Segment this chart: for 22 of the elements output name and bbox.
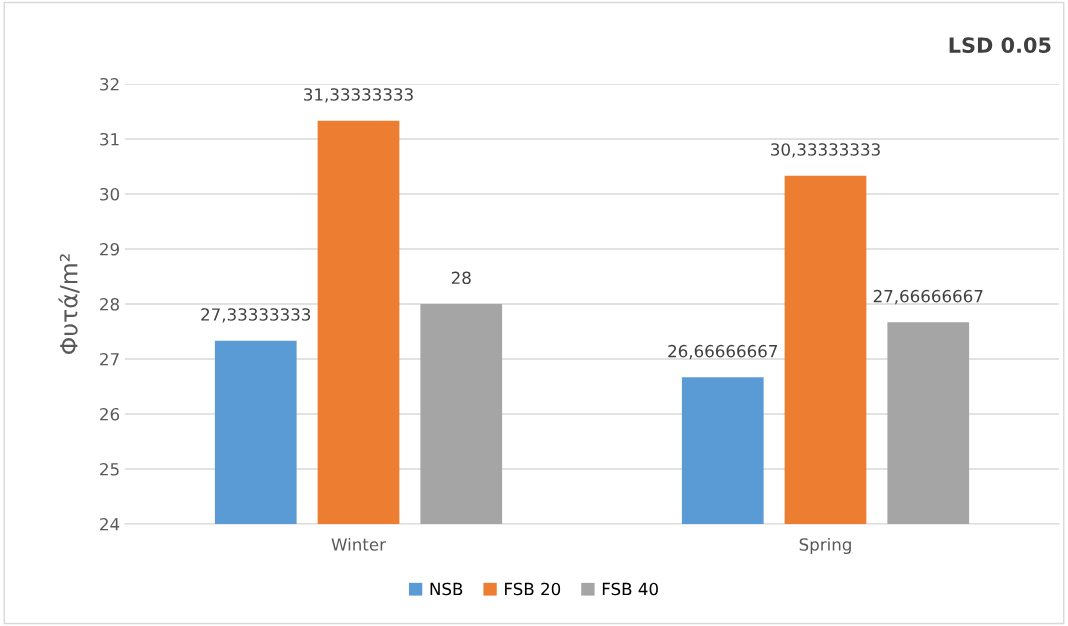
y-tick-label: 25: [100, 462, 119, 476]
y-axis-title: Φυτά/m²: [58, 254, 80, 354]
y-tick-label: 24: [100, 517, 120, 531]
data-label: 27,66666667: [873, 289, 983, 305]
y-tick-label: 28: [100, 297, 119, 311]
data-label: 26,66666667: [668, 344, 777, 360]
data-label: 30,33333333: [771, 143, 880, 158]
y-tick-label: 32: [100, 77, 119, 91]
data-label: 31,33333333: [304, 88, 413, 103]
legend-label: NSB: [430, 582, 463, 596]
legend-label: FSB 40: [602, 582, 658, 596]
y-tick-label: 31: [100, 132, 119, 146]
y-tick-label: 29: [100, 242, 119, 256]
legend-label: FSB 20: [505, 582, 561, 596]
data-label: 27,33333333: [201, 308, 311, 323]
x-tick-label: Spring: [799, 537, 851, 555]
y-tick-label: 27: [100, 352, 119, 366]
y-tick-label: 26: [100, 407, 120, 421]
text: LSD 0.05: [949, 37, 1051, 53]
data-label: 28: [451, 271, 471, 285]
y-tick-label: 30: [100, 187, 120, 201]
x-tick-label: Winter: [331, 537, 386, 551]
